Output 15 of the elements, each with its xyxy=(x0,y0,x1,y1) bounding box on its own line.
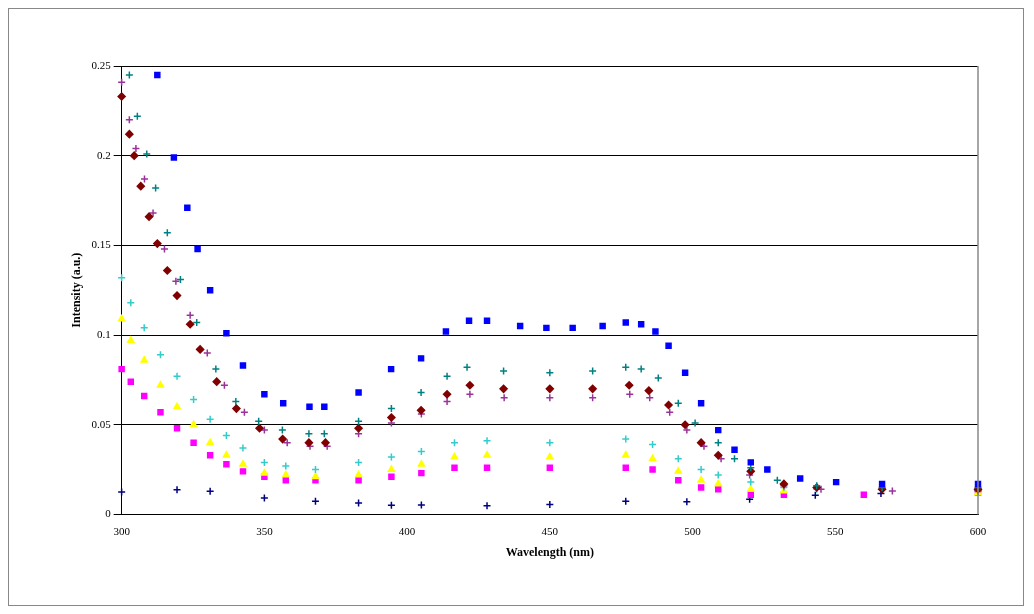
x-tick-label: 500 xyxy=(684,524,702,537)
y-tick-label: 0.2 xyxy=(96,148,111,161)
y-tick-label: 0.15 xyxy=(91,238,112,251)
y-tick-label: 0.25 xyxy=(91,58,112,71)
x-tick-label: 300 xyxy=(113,524,131,537)
x-axis-title: Wavelength (nm) xyxy=(505,544,594,559)
y-tick-label: 0.1 xyxy=(96,327,111,340)
y-tick-label: 0.05 xyxy=(91,417,112,430)
x-tick-label: 600 xyxy=(969,524,987,537)
x-tick-label: 400 xyxy=(398,524,416,537)
x-tick-label: 350 xyxy=(256,524,274,537)
x-tick-label: 450 xyxy=(541,524,559,537)
y-tick-label: 0 xyxy=(105,507,112,520)
y-axis-title: Intensity (a.u.) xyxy=(69,252,84,328)
x-tick-label: 550 xyxy=(827,524,845,537)
